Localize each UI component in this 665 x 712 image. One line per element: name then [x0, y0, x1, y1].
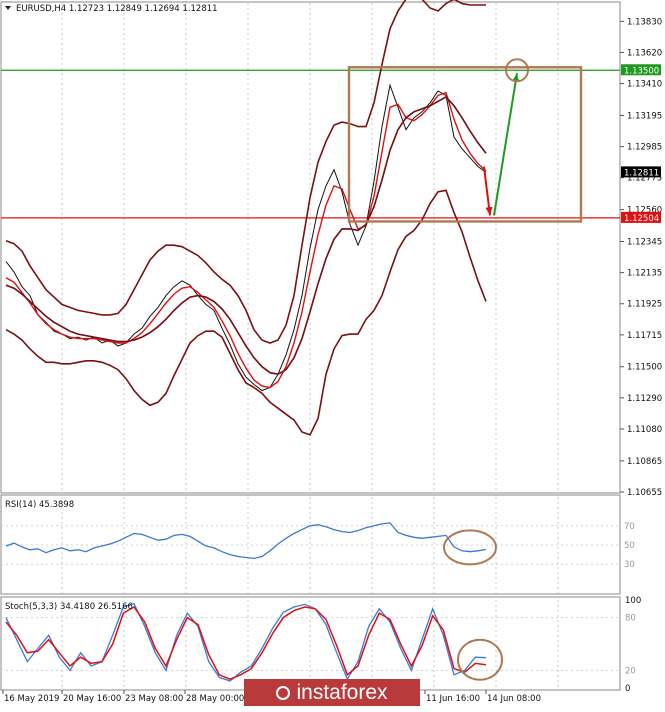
price-tick-label: 1.13620 — [627, 48, 662, 58]
stoch-tick-label: 20 — [625, 666, 636, 676]
price-series-bollinger-upper — [5, 0, 486, 344]
rsi-series-line — [5, 522, 487, 560]
watermark-logo: instaforex — [244, 679, 420, 706]
price-grid — [61, 3, 559, 492]
price-level-label: 1.13500 — [624, 66, 659, 76]
price-tick-label: 1.13830 — [627, 17, 662, 27]
rsi-grid — [1, 497, 620, 593]
bearish-arrow-head — [485, 206, 493, 216]
price-tick-label: 1.13410 — [627, 80, 662, 90]
x-axis: 16 May 2019 20 May 16:00 23 May 08:00 28 Ma… — [2, 690, 541, 704]
stoch-series-main — [5, 602, 487, 682]
x-tick-label: 20 May 16:00 — [63, 694, 121, 704]
rsi-highlight-circle — [443, 529, 497, 566]
price-tick-label: 1.12560 — [627, 206, 662, 216]
price-tick-label: 1.10655 — [627, 488, 662, 498]
x-tick-label: 23 May 08:00 — [125, 694, 183, 704]
x-tick-label: 28 May 00:00 — [186, 694, 244, 704]
price-panel-title: EURUSD,H4 1.12723 1.12849 1.12694 1.1281… — [16, 4, 218, 14]
bullish-arrow-head — [512, 73, 520, 82]
price-tick-label: 1.12985 — [627, 143, 662, 153]
collapse-triangle-icon[interactable] — [5, 6, 11, 10]
price-tick-label: 1.11715 — [627, 331, 662, 341]
stoch-series-signal — [5, 606, 487, 681]
price-tick-label: 1.12775 — [627, 174, 662, 184]
rsi-y-axis: 70 50 30 — [624, 522, 635, 570]
stoch-series — [5, 602, 503, 682]
price-series — [5, 0, 487, 436]
price-tick-label: 1.12345 — [627, 237, 662, 247]
price-tick-label: 1.10865 — [627, 457, 662, 467]
price-series-close — [5, 83, 487, 392]
price-tick-label: 1.13195 — [627, 111, 662, 121]
rsi-tick-label: 50 — [624, 541, 635, 551]
price-panel-frame — [0, 1, 621, 494]
price-series-bollinger-lower — [5, 189, 487, 436]
price-level-tag — [621, 211, 661, 223]
stoch-tick-label: 0 — [625, 684, 630, 694]
price-tick-label: 1.11500 — [627, 363, 662, 373]
stoch-tick-label: 80 — [625, 614, 636, 624]
price-level-label: 1.12811 — [624, 168, 659, 178]
x-tick-label: 14 Jun 08:00 — [487, 694, 541, 704]
price-level-tag — [621, 64, 661, 76]
target-circle — [505, 58, 529, 83]
x-tick-label: 16 May 2019 — [4, 694, 59, 704]
price-tick-label: 1.11290 — [627, 394, 662, 404]
consolidation-box — [347, 66, 583, 223]
price-y-axis: 1.13830 1.13620 1.13410 1.13195 1.12985 1.127… — [620, 17, 662, 498]
watermark-ring-icon — [276, 685, 291, 700]
watermark-text: instaforex — [296, 680, 388, 704]
bullish-arrow — [493, 73, 518, 216]
stoch-y-axis: 100 80 20 0 — [625, 596, 641, 694]
price-tick-label: 1.11080 — [627, 425, 662, 435]
price-series-bollinger-middle — [5, 95, 487, 376]
price-level-tag — [621, 166, 661, 178]
rsi-tick-label: 70 — [624, 522, 635, 532]
stoch-grid — [1, 600, 620, 688]
stoch-panel-title: Stoch(5,3,3) 34.4180 26.5166 — [5, 602, 133, 612]
rsi-tick-label: 30 — [624, 560, 635, 570]
price-tick-label: 1.11925 — [627, 300, 662, 310]
x-tick-label: 11 Jun 16:00 — [426, 694, 480, 704]
stoch-highlight-circle — [457, 638, 503, 681]
price-annotations — [347, 58, 583, 223]
price-tick-label: 1.12135 — [627, 269, 662, 279]
stoch-tick-label: 100 — [625, 596, 641, 606]
price-level-label: 1.12504 — [624, 214, 659, 224]
rsi-series — [5, 522, 497, 566]
price-levels — [1, 69, 620, 219]
rsi-panel-title: RSI(14) 45.3898 — [5, 500, 74, 510]
